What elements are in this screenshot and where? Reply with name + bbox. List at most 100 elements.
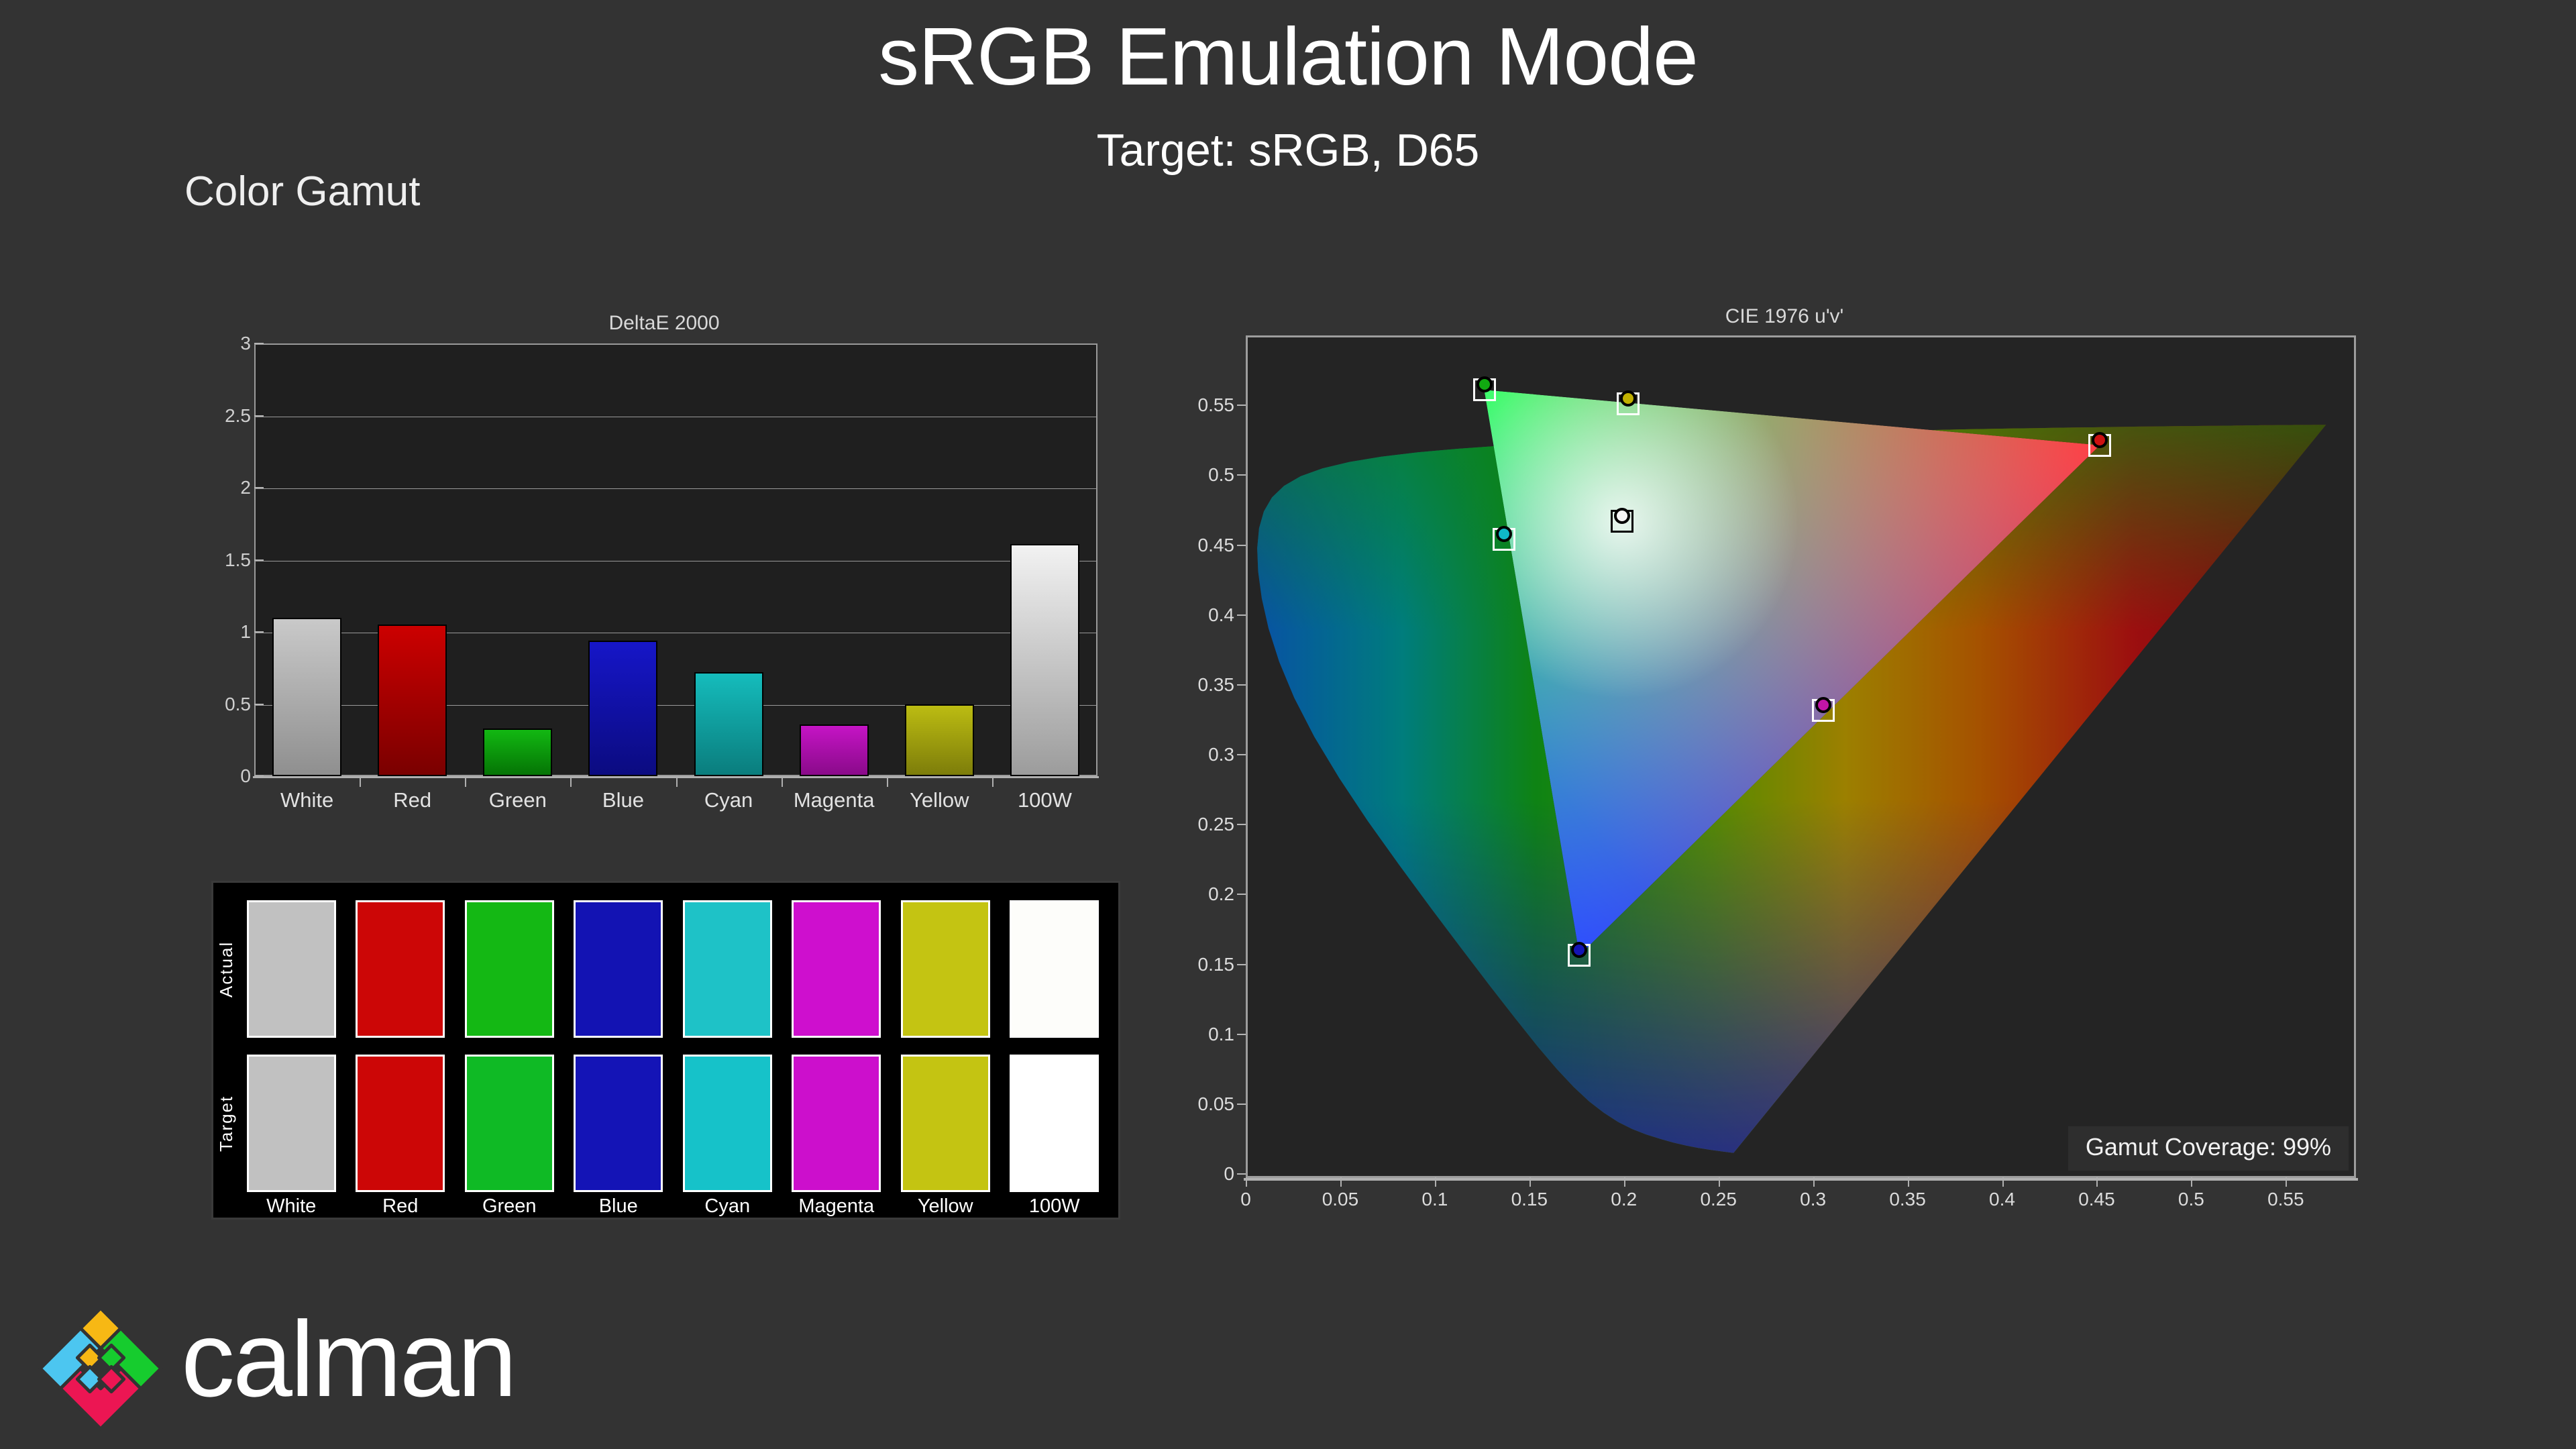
deltae-x-tick-mark bbox=[886, 778, 888, 787]
swatch-row-label-target: Target bbox=[216, 1095, 236, 1152]
deltae-bar-red bbox=[378, 625, 447, 776]
cie-y-tick-mark bbox=[1237, 1173, 1246, 1175]
cie-marker-dot bbox=[1619, 390, 1636, 407]
cie-y-tick-label: 0 bbox=[1224, 1163, 1234, 1184]
swatch-target-yellow bbox=[900, 1055, 990, 1192]
page-title: sRGB Emulation Mode bbox=[878, 11, 1699, 102]
cie-y-tick-label: 0.55 bbox=[1197, 394, 1235, 416]
swatch-target-blue bbox=[574, 1055, 663, 1192]
cie-marker-blue bbox=[1568, 942, 1591, 967]
deltae-bar-blue bbox=[588, 640, 658, 776]
cie-x-tick-mark bbox=[1623, 1177, 1625, 1187]
cie-marker-red bbox=[2088, 432, 2112, 458]
deltae-y-tick-label: 1.5 bbox=[225, 549, 251, 570]
swatch-target-red bbox=[356, 1055, 445, 1192]
cie-x-tick-mark bbox=[1246, 1177, 1247, 1187]
deltae-x-tick-label: Magenta bbox=[793, 788, 875, 812]
deltae-x-tick-label: 100W bbox=[1017, 788, 1072, 812]
cie-y-tick-label: 0.35 bbox=[1197, 674, 1235, 695]
cie-x-tick-label: 0.2 bbox=[1611, 1189, 1638, 1210]
deltae-x-axis-line bbox=[253, 776, 1099, 778]
cie-y-tick-label: 0.5 bbox=[1208, 464, 1234, 486]
page-subtitle: Target: sRGB, D65 bbox=[1096, 125, 1480, 176]
swatch-column-label: Green bbox=[482, 1195, 537, 1217]
swatch-actual-cyan bbox=[682, 900, 772, 1038]
cie-x-tick-mark bbox=[1529, 1177, 1531, 1187]
swatch-actual-100w bbox=[1010, 900, 1099, 1038]
deltae-bar-100w bbox=[1010, 543, 1079, 776]
cie-y-tick-mark bbox=[1237, 614, 1246, 616]
cie-y-tick-mark bbox=[1237, 963, 1246, 965]
deltae-y-tick-mark bbox=[254, 487, 264, 488]
section-title: Color Gamut bbox=[184, 168, 421, 215]
deltae-bar-yellow bbox=[904, 704, 974, 776]
color-swatch-panel: Actual Target White Red Green Blue Cyan Magenta… bbox=[211, 881, 1120, 1220]
cie-diagram-svg bbox=[1257, 390, 2326, 1153]
cie-x-tick-label: 0.4 bbox=[1989, 1189, 2015, 1210]
deltae-y-tick-mark bbox=[254, 631, 264, 633]
cie-y-tick-label: 0.3 bbox=[1208, 744, 1234, 765]
cie-x-tick-mark bbox=[1813, 1177, 1815, 1187]
gamut-coverage-badge: Gamut Coverage: 99% bbox=[2068, 1126, 2349, 1171]
cie-y-tick-mark bbox=[1237, 474, 1246, 476]
deltae-bar-white bbox=[272, 617, 341, 776]
calman-logo: calman bbox=[37, 1301, 694, 1442]
deltae-x-tick-mark bbox=[676, 778, 678, 787]
cie-x-tick-mark bbox=[1434, 1177, 1436, 1187]
cie-marker-dot bbox=[1815, 697, 1831, 714]
deltae-x-tick-label: White bbox=[280, 788, 334, 812]
deltae-y-tick-mark bbox=[254, 415, 264, 417]
swatch-actual-white bbox=[246, 900, 336, 1038]
calman-logo-text: calman bbox=[181, 1299, 517, 1419]
cie-marker-dot bbox=[2092, 432, 2108, 449]
logo-diamond-bottom-icon bbox=[97, 1364, 126, 1394]
cie-x-tick-label: 0.15 bbox=[1511, 1189, 1548, 1210]
deltae-gridline bbox=[256, 488, 1096, 489]
cie-x-tick-mark bbox=[1340, 1177, 1342, 1187]
cie-x-tick-label: 0.35 bbox=[1889, 1189, 1926, 1210]
deltae-y-tick-label: 2.5 bbox=[225, 405, 251, 426]
swatch-target-green bbox=[464, 1055, 554, 1192]
swatch-actual-blue bbox=[574, 900, 663, 1038]
cie-marker-yellow bbox=[1616, 390, 1640, 415]
swatch-target-white bbox=[246, 1055, 336, 1192]
swatch-target-magenta bbox=[792, 1055, 881, 1192]
swatch-actual-yellow bbox=[900, 900, 990, 1038]
calman-logo-mark-icon bbox=[38, 1306, 163, 1431]
cie-y-tick-label: 0.25 bbox=[1197, 814, 1235, 835]
cie-marker-dot bbox=[1571, 942, 1588, 959]
deltae-y-tick-label: 1 bbox=[240, 621, 251, 642]
cie-chart-panel: CIE 1976 u'v' Gamut Coverage: 99% 0 0.05 0… bbox=[1194, 305, 2375, 1218]
swatch-column-label: Magenta bbox=[798, 1195, 875, 1217]
cie-y-tick-label: 0.45 bbox=[1197, 534, 1235, 555]
deltae-x-tick-label: Green bbox=[488, 788, 547, 812]
deltae-x-tick-label: Blue bbox=[602, 788, 644, 812]
cie-y-tick-mark bbox=[1237, 405, 1246, 407]
cie-x-tick-mark bbox=[2096, 1177, 2098, 1187]
deltae-y-tick-label: 2 bbox=[240, 477, 251, 498]
cie-y-tick-mark bbox=[1237, 754, 1246, 755]
swatch-column-label: White bbox=[266, 1195, 317, 1217]
cie-marker-magenta bbox=[1811, 697, 1835, 722]
cie-marker-dot bbox=[1613, 508, 1630, 525]
cie-y-tick-label: 0.15 bbox=[1197, 953, 1235, 975]
deltae-chart-panel: DeltaE 2000 0 0.5 1 1.5 2 2.5 3 White Red Green B… bbox=[221, 312, 1107, 812]
cie-plot-area: Gamut Coverage: 99% bbox=[1246, 335, 2356, 1178]
swatch-column-label: Cyan bbox=[704, 1195, 751, 1217]
cie-y-tick-mark bbox=[1237, 684, 1246, 686]
swatch-column-label: Yellow bbox=[917, 1195, 973, 1217]
deltae-x-tick-mark bbox=[360, 778, 362, 787]
cie-marker-dot bbox=[1495, 526, 1512, 543]
swatch-target-100w bbox=[1010, 1055, 1099, 1192]
cie-x-tick-label: 0.3 bbox=[1800, 1189, 1827, 1210]
cie-marker-white bbox=[1610, 508, 1633, 533]
cie-y-tick-label: 0.1 bbox=[1208, 1023, 1234, 1044]
cie-x-tick-label: 0.05 bbox=[1322, 1189, 1359, 1210]
cie-x-tick-mark bbox=[2191, 1177, 2193, 1187]
cie-srgb-gamut-triangle bbox=[1484, 390, 2100, 955]
cie-x-tick-label: 0.1 bbox=[1421, 1189, 1448, 1210]
swatch-row-label-actual: Actual bbox=[216, 941, 236, 998]
deltae-x-tick-mark bbox=[991, 778, 994, 787]
cie-x-tick-mark bbox=[1718, 1177, 1720, 1187]
deltae-chart-title: DeltaE 2000 bbox=[608, 312, 720, 334]
